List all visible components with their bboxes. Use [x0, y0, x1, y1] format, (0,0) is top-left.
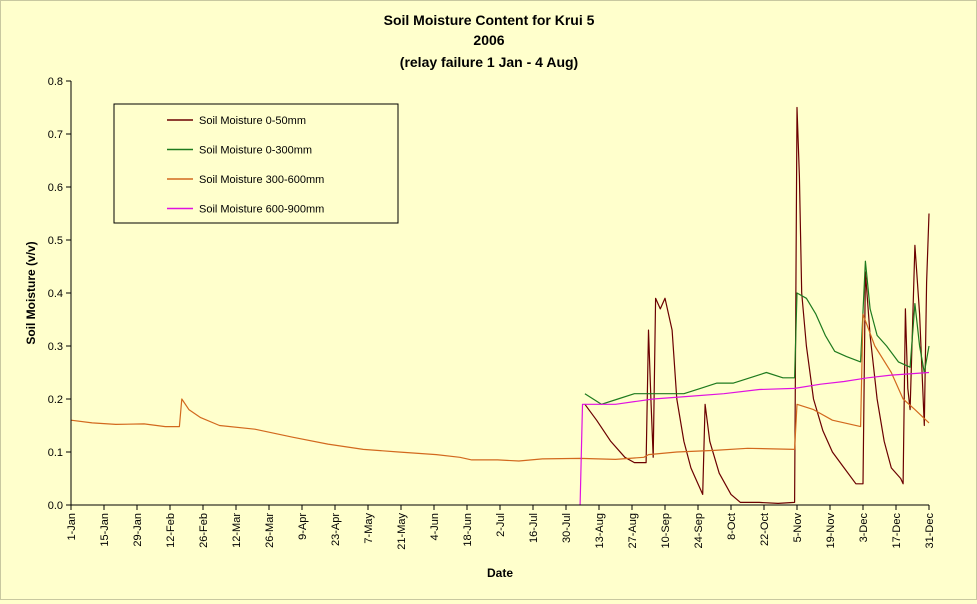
x-tick-label: 27-Aug	[627, 513, 639, 548]
x-tick-label: 4-Jun	[429, 513, 441, 541]
y-tick-label: 0.0	[48, 500, 63, 512]
x-tick-label: 2-Jul	[495, 513, 507, 537]
x-tick-label: 12-Feb	[165, 513, 177, 548]
x-axis-ticks: 1-Jan 15-Jan 29-Jan 12-Feb 26-Feb 12-Mar 26-Ma…	[66, 505, 936, 550]
chart-title: Soil Moisture Content for Krui 5	[384, 12, 595, 28]
x-tick-label: 9-Apr	[297, 513, 309, 540]
x-tick-label: 16-Jul	[528, 513, 540, 543]
legend-box	[113, 103, 399, 224]
x-tick-label: 26-Feb	[198, 513, 210, 548]
x-tick-label: 15-Jan	[99, 513, 111, 547]
x-tick-label: 1-Jan	[66, 513, 78, 541]
x-tick-label: 31-Dec	[924, 513, 936, 549]
x-tick-label: 21-May	[396, 513, 408, 550]
y-tick-label: 0.4	[48, 288, 63, 300]
y-tick-label: 0.5	[48, 235, 63, 247]
x-tick-label: 5-Nov	[792, 513, 804, 543]
series-line-2	[70, 313, 930, 462]
x-tick-label: 19-Nov	[825, 513, 837, 549]
legend-label: Soil Moisture 0-50mm	[199, 115, 306, 127]
x-tick-label: 17-Dec	[891, 513, 903, 549]
x-tick-label: 10-Sep	[660, 513, 672, 548]
y-axis-label: Soil Moisture (v/v)	[24, 241, 38, 344]
x-tick-label: 3-Dec	[858, 513, 870, 543]
x-axis-label: Date	[487, 566, 513, 580]
y-tick-label: 0.6	[48, 182, 63, 194]
series-line-1	[584, 260, 930, 405]
x-tick-label: 26-Mar	[264, 513, 276, 548]
x-tick-label: 30-Jul	[561, 513, 573, 543]
x-tick-label: 7-May	[363, 513, 375, 544]
legend-label: Soil Moisture 0-300mm	[199, 145, 312, 157]
y-tick-label: 0.1	[48, 447, 63, 459]
series-line-3	[579, 371, 930, 506]
x-tick-label: 8-Oct	[726, 513, 738, 540]
series-layer	[70, 106, 930, 506]
legend-label: Soil Moisture 600-900mm	[199, 204, 324, 216]
y-tick-label: 0.8	[48, 76, 63, 88]
x-tick-label: 12-Mar	[231, 513, 243, 548]
series-line-0	[584, 106, 930, 504]
x-tick-label: 18-Jun	[462, 513, 474, 547]
y-tick-label: 0.3	[48, 341, 63, 353]
legend: Soil Moisture 0-50mm Soil Moisture 0-300m…	[113, 103, 399, 224]
legend-label: Soil Moisture 300-600mm	[199, 174, 324, 186]
x-tick-label: 13-Aug	[594, 513, 606, 548]
chart-note: (relay failure 1 Jan - 4 Aug)	[400, 54, 578, 70]
x-tick-label: 23-Apr	[330, 513, 342, 546]
y-tick-label: 0.2	[48, 394, 63, 406]
y-axis-ticks: 0.0 0.1 0.2 0.3 0.4 0.5 0.6 0.7 0.8	[48, 76, 71, 512]
y-tick-label: 0.7	[48, 129, 63, 141]
x-tick-label: 24-Sep	[693, 513, 705, 548]
chart-subtitle: 2006	[473, 32, 504, 48]
x-tick-label: 29-Jan	[132, 513, 144, 547]
x-tick-label: 22-Oct	[759, 513, 771, 546]
